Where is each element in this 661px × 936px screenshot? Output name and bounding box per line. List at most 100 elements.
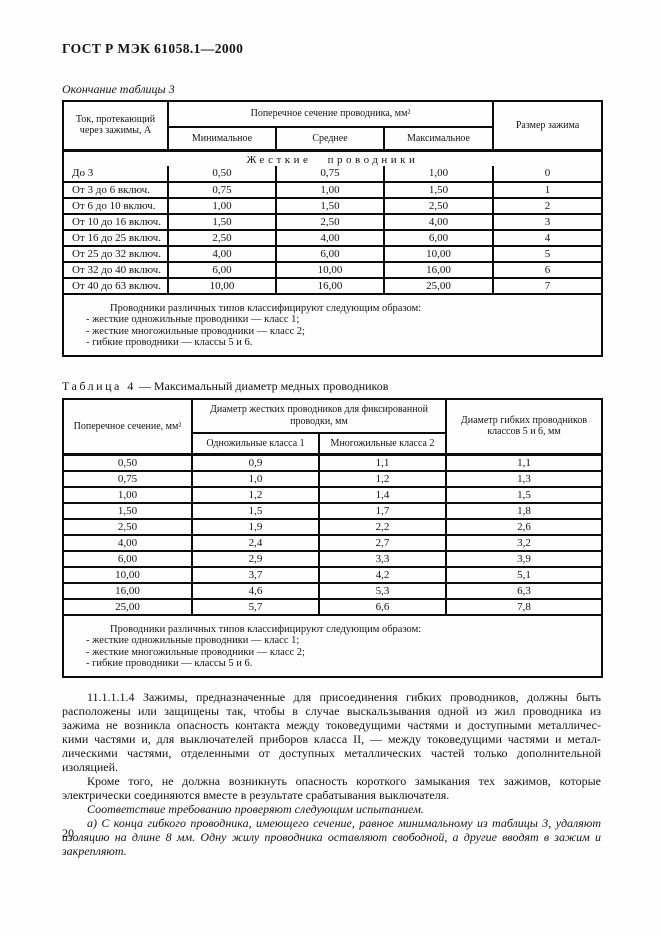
table-cell: 1,50	[167, 212, 277, 231]
body-line: зажима не возникла опасность контакта ме…	[62, 717, 601, 732]
table-cell: 0,50	[62, 454, 193, 472]
body-line: электрически соединяются вместе в резуль…	[62, 787, 450, 802]
table-row: 6,00 2,9 3,3 3,9	[62, 549, 604, 568]
table-cell: От 10 до 16 включ.	[62, 212, 169, 231]
table-cell: 6,3	[445, 581, 604, 600]
body-line: 11.1.1.1.4 Зажимы, предназначенные для п…	[87, 689, 601, 704]
body-line: изоляцию на длине 8 мм. Одну жилу провод…	[62, 829, 601, 844]
note-line: - жесткие одножильные проводники — класс…	[86, 314, 300, 325]
table-row: До 3 0,50 0,75 1,00 0	[62, 165, 604, 183]
col-header-flexible-diameter: Диаметр гибких проводников классов 5 и 6…	[445, 397, 604, 456]
table-cell: 2,50	[62, 517, 193, 536]
table-cell: 0,75	[167, 180, 277, 199]
note-line: - жесткие одножильные проводники — класс…	[86, 635, 300, 646]
table-row: 4,00 2,4 2,7 3,2	[62, 533, 604, 552]
table-cell: 6,00	[382, 228, 495, 247]
table-cell: 1,5	[445, 485, 604, 504]
note-line: Проводники различных типов классифицирую…	[110, 623, 422, 635]
table-cell: 0,50	[167, 165, 277, 183]
col-header-cross-section: Поперечное сечение проводника, мм²	[166, 100, 495, 128]
table-row: 10,00 3,7 4,2 5,1	[62, 565, 604, 584]
table-cell: 7	[492, 276, 604, 295]
body-line: а) С конца гибкого проводника, имеющего …	[87, 815, 601, 830]
table-cell: От 16 до 25 включ.	[62, 228, 169, 247]
table-cell: 25,00	[382, 276, 495, 295]
table-cell: 16,00	[275, 276, 385, 295]
table-cell: До 3	[62, 165, 169, 183]
table-row: 0,75 1,0 1,2 1,3	[62, 469, 604, 488]
paragraph: Кроме того, не должна возникнуть опаснос…	[62, 774, 601, 802]
table-row: От 32 до 40 включ. 6,00 10,00 16,00 6	[62, 260, 604, 279]
table3-note: Проводники различных типов классифицирую…	[61, 292, 604, 357]
body-text: 11.1.1.1.4 Зажимы, предназначенные для п…	[62, 690, 601, 858]
col-header-avg: Среднее	[275, 126, 385, 151]
table3-header: Ток, протекающий через зажимы, А Попереч…	[62, 100, 604, 151]
table3-header-row-1: Ток, протекающий через зажимы, А Попереч…	[62, 100, 604, 151]
table-cell: От 25 до 32 включ.	[62, 244, 169, 263]
table-cell: 6,6	[317, 597, 448, 616]
table-cell: 4,2	[317, 565, 448, 584]
table-cell: 4,00	[275, 228, 385, 247]
body-line: Соответствие требованию проверяют следую…	[87, 801, 424, 816]
table-row: От 3 до 6 включ. 0,75 1,00 1,50 1	[62, 180, 604, 199]
table4-header: Поперечное сечение, мм² Диаметр жестких …	[62, 397, 604, 456]
table3-note-cell: Проводники различных типов классифицирую…	[61, 292, 604, 357]
table-cell: От 32 до 40 включ.	[62, 260, 169, 279]
table-cell: 0,75	[62, 469, 193, 488]
table3-section-row: Жесткие проводники	[61, 149, 604, 166]
table-cell: 1,2	[317, 469, 448, 488]
table-cell: 1,50	[62, 501, 193, 520]
table3-note-row: Проводники различных типов классифицирую…	[61, 292, 604, 357]
table-cell: От 3 до 6 включ.	[62, 180, 169, 199]
table-cell: 6,00	[167, 260, 277, 279]
table-cell: 4,6	[191, 581, 320, 600]
paragraph: Соответствие требованию проверяют следую…	[62, 802, 601, 816]
table-cell: 4,00	[62, 533, 193, 552]
table-cell: 6,00	[275, 244, 385, 263]
table-cell: 4,00	[382, 212, 495, 231]
table-cell: 16,00	[62, 581, 193, 600]
paragraph: а) С конца гибкого проводника, имеющего …	[62, 816, 601, 858]
col-header-clamp-size: Размер зажима	[492, 100, 604, 151]
col-header-multi-core: Многожильные класса 2	[317, 431, 448, 456]
table-row: От 6 до 10 включ. 1,00 1,50 2,50 2	[62, 196, 604, 215]
table-cell: 2	[492, 196, 604, 215]
table-cell: 1	[492, 180, 604, 199]
table4-caption: Таблица 4 — Максимальный диаметр медных …	[62, 379, 601, 394]
table-cell: 16,00	[382, 260, 495, 279]
table-cell: 4	[492, 228, 604, 247]
col-header-max: Максимальное	[382, 126, 495, 151]
table-cell: 2,9	[191, 549, 320, 568]
table4-note-cell: Проводники различных типов классифицирую…	[61, 613, 604, 678]
table-cell: 1,5	[191, 501, 320, 520]
table-cell: 3,2	[445, 533, 604, 552]
table4-note-row: Проводники различных типов классифицирую…	[61, 613, 604, 678]
table-row: 16,00 4,6 5,3 6,3	[62, 581, 604, 600]
body-line: изоляцией.	[62, 759, 119, 774]
table-cell: 6	[492, 260, 604, 279]
table-row: От 25 до 32 включ. 4,00 6,00 10,00 5	[62, 244, 604, 263]
table-cell: 1,9	[191, 517, 320, 536]
table3-header-row-2: Минимальное Среднее Максимальное	[63, 126, 602, 151]
table4-caption-text: — Максимальный диаметр медных проводнико…	[138, 378, 389, 393]
table-cell: 5,7	[191, 597, 320, 616]
table4-note: Проводники различных типов классифицирую…	[61, 613, 604, 678]
table-cell: 1,50	[382, 180, 495, 199]
table-cell: 1,4	[317, 485, 448, 504]
table-cell: 6,00	[62, 549, 193, 568]
table-cell: 2,50	[275, 212, 385, 231]
table-cell: 5,3	[317, 581, 448, 600]
table-cell: 1,00	[275, 180, 385, 199]
col-header-cross-section: Поперечное сечение, мм²	[62, 397, 193, 456]
table-cell: 10,00	[62, 565, 193, 584]
note-line: Проводники различных типов классифицирую…	[110, 302, 422, 314]
col-header-min: Минимальное	[167, 126, 277, 151]
table-cell: 3,3	[317, 549, 448, 568]
note-line: - гибкие проводники — классы 5 и 6.	[86, 337, 253, 348]
body-line: расположены или защищены так, чтобы в сл…	[62, 703, 601, 718]
table-cell: 10,00	[382, 244, 495, 263]
table-cell: 2,50	[382, 196, 495, 215]
table4-body: 0,50 0,9 1,1 1,1 0,75 1,0 1,2 1,3 1,00 1,2 1,4 1,5 1…	[62, 454, 604, 616]
table4-max-diameter: Поперечное сечение, мм² Диаметр жестких …	[61, 397, 604, 678]
